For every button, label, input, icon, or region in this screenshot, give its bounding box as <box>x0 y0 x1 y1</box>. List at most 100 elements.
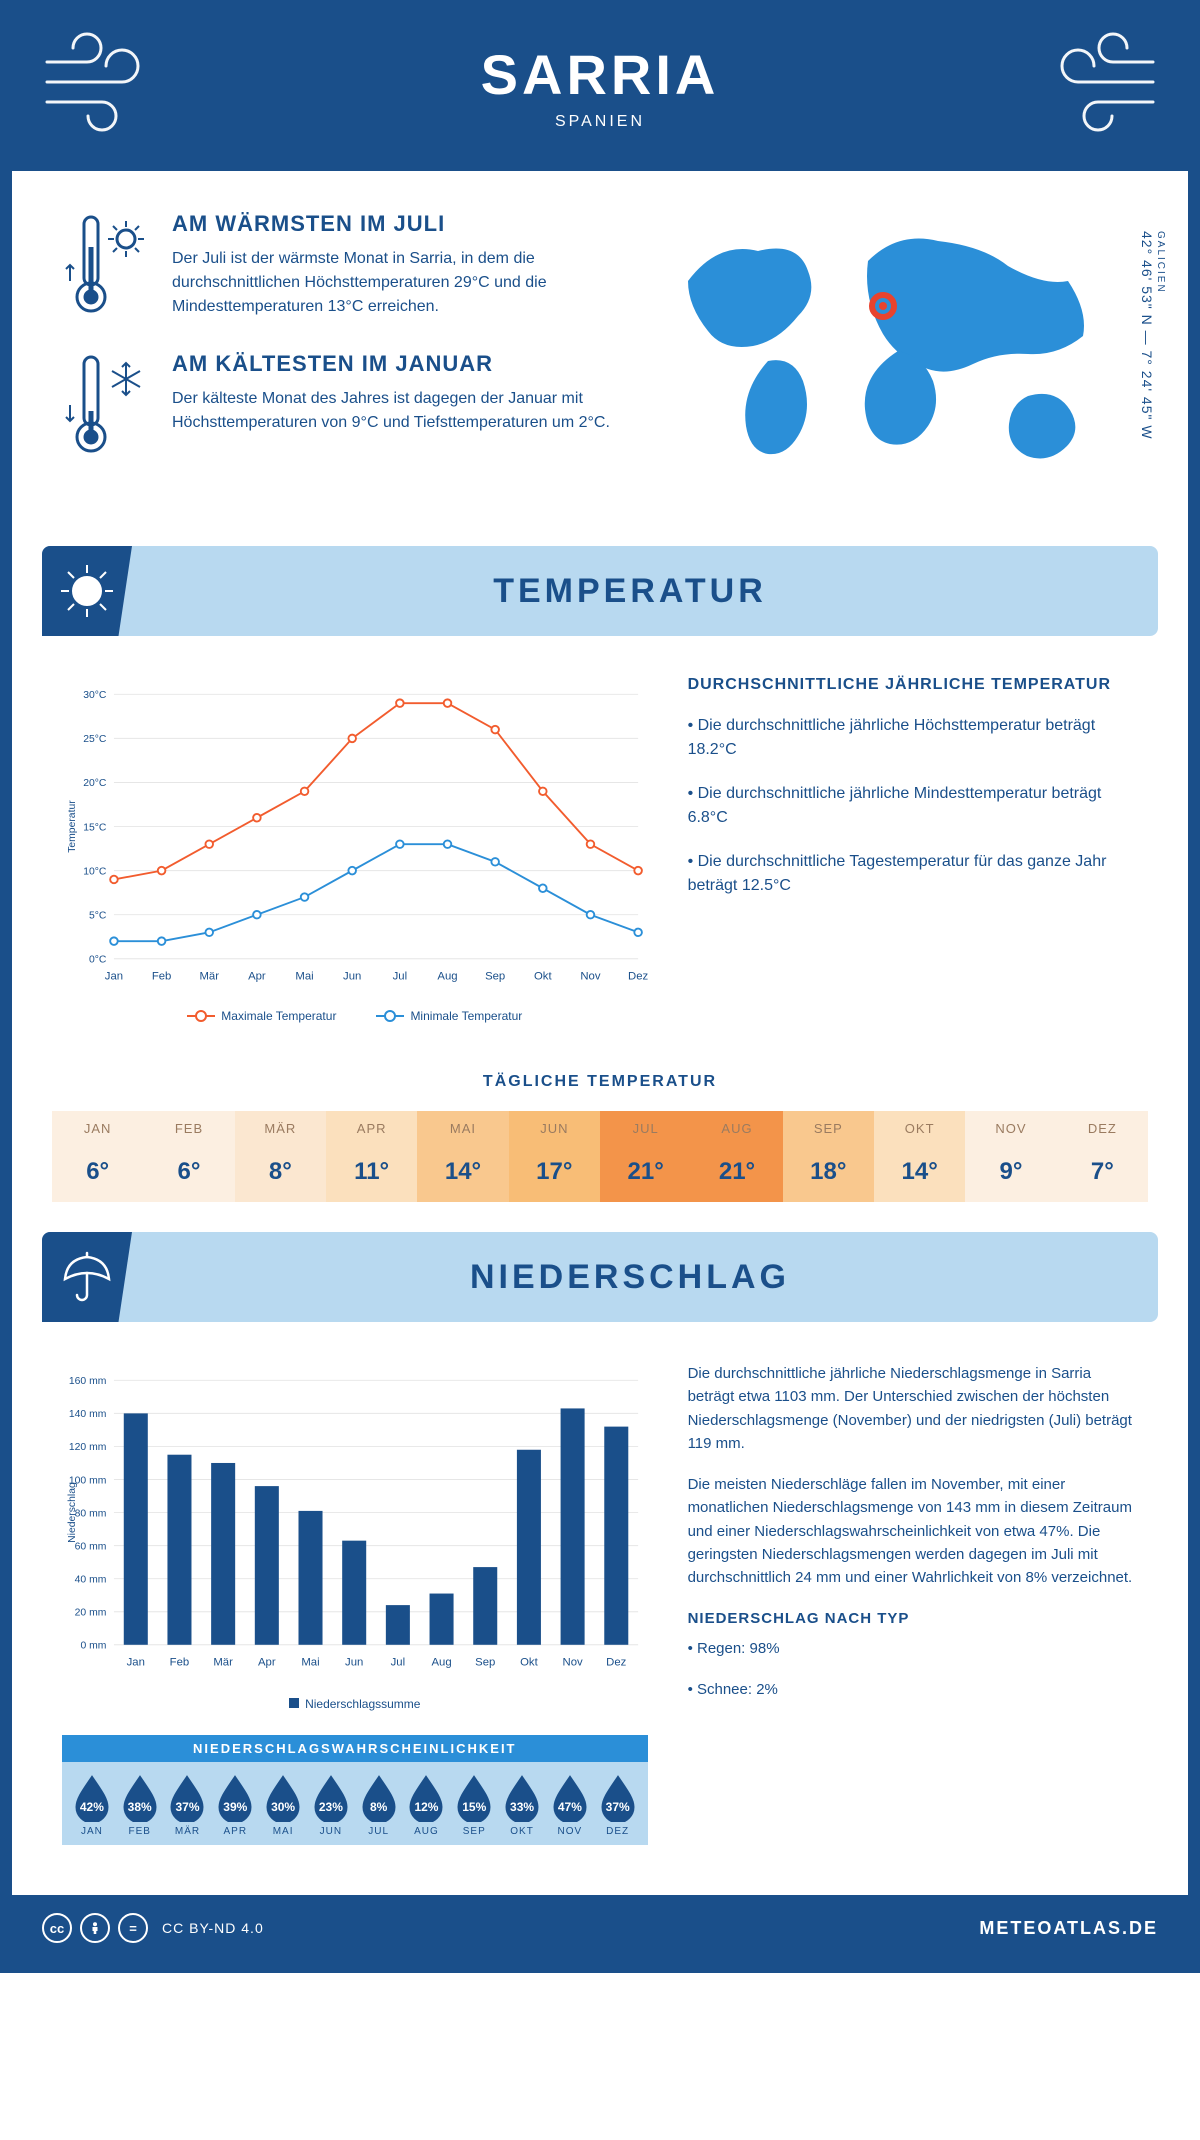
daily-cell: JAN6° <box>52 1111 143 1202</box>
prob-value: 39% <box>215 1800 255 1814</box>
prob-value: 37% <box>598 1800 638 1814</box>
prob-drop: 47% NOV <box>548 1774 592 1837</box>
cc-nd-icon: = <box>118 1913 148 1943</box>
precip-legend-label: Niederschlagssumme <box>305 1697 420 1711</box>
daily-month: FEB <box>143 1111 234 1142</box>
raindrop-icon: 33% <box>502 1774 542 1822</box>
daily-value: 8° <box>235 1142 326 1202</box>
svg-text:20 mm: 20 mm <box>75 1608 107 1619</box>
svg-text:Sep: Sep <box>475 1657 495 1669</box>
raindrop-icon: 23% <box>311 1774 351 1822</box>
fact-warm-title: AM WÄRMSTEN IM JULI <box>172 211 618 237</box>
svg-text:140 mm: 140 mm <box>69 1409 106 1420</box>
svg-text:40 mm: 40 mm <box>75 1574 107 1585</box>
daily-month: NOV <box>965 1111 1056 1142</box>
page-title: SARRIA <box>32 42 1168 107</box>
cc-by-icon <box>80 1913 110 1943</box>
prob-month: SEP <box>452 1826 496 1837</box>
daily-temp-table: JAN6°FEB6°MÄR8°APR11°MAI14°JUN17°JUL21°A… <box>52 1111 1148 1202</box>
prob-month: JAN <box>70 1826 114 1837</box>
daily-cell: OKT14° <box>874 1111 965 1202</box>
svg-text:30°C: 30°C <box>83 690 107 701</box>
prob-value: 12% <box>406 1800 446 1814</box>
facts-column: AM WÄRMSTEN IM JULI Der Juli ist der wär… <box>62 211 618 496</box>
svg-text:20°C: 20°C <box>83 778 107 789</box>
svg-text:Feb: Feb <box>170 1657 190 1669</box>
svg-text:Apr: Apr <box>258 1657 276 1669</box>
svg-text:Niederschlag: Niederschlag <box>67 1482 78 1543</box>
cc-icon: cc <box>42 1913 72 1943</box>
daily-temp-title: TÄGLICHE TEMPERATUR <box>12 1073 1188 1091</box>
prob-value: 33% <box>502 1800 542 1814</box>
svg-text:Feb: Feb <box>152 971 172 983</box>
daily-value: 14° <box>417 1142 508 1202</box>
daily-value: 9° <box>965 1142 1056 1202</box>
daily-value: 21° <box>600 1142 691 1202</box>
svg-text:Apr: Apr <box>248 971 266 983</box>
svg-text:Nov: Nov <box>580 971 600 983</box>
svg-text:Jan: Jan <box>105 971 123 983</box>
prob-month: MAI <box>261 1826 305 1837</box>
temp-bullet-3: • Die durchschnittliche Tagestemperatur … <box>688 850 1138 898</box>
svg-text:Jan: Jan <box>127 1657 145 1669</box>
prob-drop: 33% OKT <box>500 1774 544 1837</box>
prob-value: 37% <box>167 1800 207 1814</box>
svg-text:Mär: Mär <box>213 1657 233 1669</box>
temp-legend: Maximale Temperatur Minimale Temperatur <box>62 1009 648 1023</box>
daily-value: 17° <box>509 1142 600 1202</box>
prob-month: DEZ <box>596 1826 640 1837</box>
daily-cell: APR11° <box>326 1111 417 1202</box>
raindrop-icon: 30% <box>263 1774 303 1822</box>
world-map-icon <box>658 211 1138 491</box>
sun-icon <box>42 546 132 636</box>
footer: cc = CC BY-ND 4.0 METEOATLAS.DE <box>12 1895 1188 1961</box>
daily-value: 18° <box>783 1142 874 1202</box>
prob-value: 15% <box>454 1800 494 1814</box>
brand-label: METEOATLAS.DE <box>979 1918 1158 1939</box>
legend-max: Maximale Temperatur <box>221 1009 336 1023</box>
svg-text:120 mm: 120 mm <box>69 1442 106 1453</box>
svg-text:Jun: Jun <box>345 1657 363 1669</box>
svg-text:Dez: Dez <box>628 971 648 983</box>
fact-warm: AM WÄRMSTEN IM JULI Der Juli ist der wär… <box>62 211 618 321</box>
svg-text:Okt: Okt <box>534 971 552 983</box>
svg-text:Jul: Jul <box>393 971 407 983</box>
temp-bullet-2: • Die durchschnittliche jährliche Mindes… <box>688 782 1138 830</box>
daily-value: 11° <box>326 1142 417 1202</box>
thermometer-snow-icon <box>62 351 152 461</box>
svg-text:Sep: Sep <box>485 971 505 983</box>
prob-drop: 15% SEP <box>452 1774 496 1837</box>
precip-rain: • Regen: 98% <box>688 1637 1138 1660</box>
prob-drop: 42% JAN <box>70 1774 114 1837</box>
fact-cold: AM KÄLTESTEN IM JANUAR Der kälteste Mona… <box>62 351 618 461</box>
prob-month: AUG <box>405 1826 449 1837</box>
prob-drop: 30% MAI <box>261 1774 305 1837</box>
daily-value: 6° <box>143 1142 234 1202</box>
prob-month: JUL <box>357 1826 401 1837</box>
section-title-temperature: TEMPERATUR <box>132 572 1128 611</box>
prob-drop: 12% AUG <box>405 1774 449 1837</box>
svg-text:15°C: 15°C <box>83 822 107 833</box>
svg-text:60 mm: 60 mm <box>75 1541 107 1552</box>
raindrop-icon: 15% <box>454 1774 494 1822</box>
prob-value: 23% <box>311 1800 351 1814</box>
daily-cell: JUN17° <box>509 1111 600 1202</box>
svg-text:5°C: 5°C <box>89 910 107 921</box>
precip-probability-box: NIEDERSCHLAGSWAHRSCHEINLICHKEIT 42% JAN … <box>62 1735 648 1845</box>
region-label: GALICIEN <box>1155 231 1166 434</box>
temperature-panel: 0°C5°C10°C15°C20°C25°C30°CTemperaturJanF… <box>12 656 1188 1053</box>
prob-month: JUN <box>309 1826 353 1837</box>
svg-text:Aug: Aug <box>431 1657 451 1669</box>
temperature-line-chart: 0°C5°C10°C15°C20°C25°C30°CTemperaturJanF… <box>62 676 648 1023</box>
svg-text:0°C: 0°C <box>89 955 107 966</box>
daily-cell: MÄR8° <box>235 1111 326 1202</box>
daily-month: JUL <box>600 1111 691 1142</box>
svg-text:Aug: Aug <box>437 971 457 983</box>
coords-text: 42° 46' 53" N — 7° 24' 45" W <box>1139 231 1155 440</box>
daily-month: JAN <box>52 1111 143 1142</box>
daily-value: 6° <box>52 1142 143 1202</box>
svg-text:Nov: Nov <box>563 1657 583 1669</box>
raindrop-icon: 38% <box>120 1774 160 1822</box>
raindrop-icon: 42% <box>72 1774 112 1822</box>
prob-value: 8% <box>359 1800 399 1814</box>
